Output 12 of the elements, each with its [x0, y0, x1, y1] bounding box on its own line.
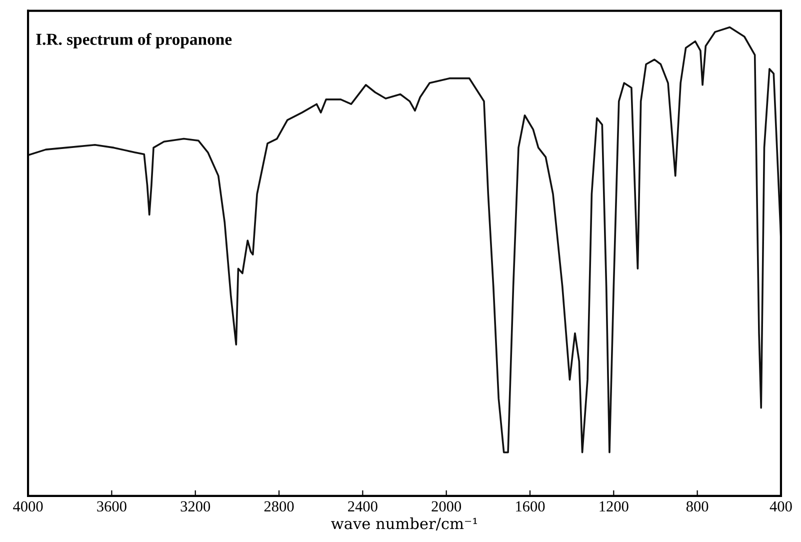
x-tick-label: 800 [686, 501, 708, 512]
x-tick-label: 1200 [600, 501, 628, 512]
x-tick-label: 1600 [516, 501, 545, 512]
chart-title: I.R. spectrum of propanone [36, 33, 232, 48]
x-tick-label: 2000 [432, 501, 462, 512]
x-tick-label: 3200 [180, 501, 210, 512]
x-tick-label: 3600 [97, 501, 126, 512]
x-tick-label: 4000 [13, 501, 43, 512]
x-axis-title: wave number/cm⁻¹ [331, 517, 478, 530]
x-tick-label: 400 [770, 501, 792, 512]
x-tick-label: 2800 [264, 501, 294, 512]
x-tick-label: 2400 [348, 501, 378, 512]
